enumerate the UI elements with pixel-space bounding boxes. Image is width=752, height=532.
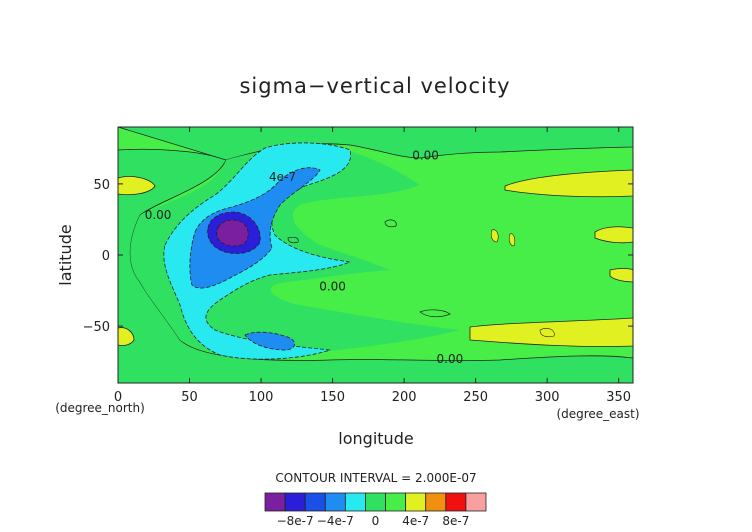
colorbar-swatch — [425, 492, 447, 512]
colorbar-swatch — [405, 492, 427, 512]
colorbar-swatch — [445, 492, 467, 512]
x-axis-label: longitude — [338, 429, 413, 448]
contour-label: 4e-7 — [269, 170, 296, 184]
region-gt-2e-7-west-s — [118, 327, 135, 346]
colorbar-labels: −8e-7 −4e-7 0 4e-7 8e-7 — [277, 514, 470, 528]
x-unit-label: (degree_east) — [556, 407, 639, 421]
contour-interval-text: CONTOUR INTERVAL = 2.000E-07 — [275, 471, 476, 485]
colorbar-tick-label: 0 — [372, 514, 380, 528]
x-axis-ticks: 0 50 100 150 200 250 300 350 — [114, 127, 631, 405]
x-tick-label: 100 — [249, 390, 274, 405]
contour-label: 0.00 — [145, 208, 172, 222]
contour-label: 0.00 — [437, 352, 464, 366]
y-tick-label: −50 — [83, 320, 110, 335]
contour-label: 0.00 — [319, 279, 346, 293]
chart-title: sigma−vertical velocity — [239, 74, 510, 98]
region-lt-neg8e-7 — [216, 219, 249, 247]
contour-labels: 0.00 4e-7 0.00 0.00 0.00 — [145, 148, 464, 365]
x-tick-label: 0 — [114, 390, 122, 405]
region-lt-neg4e-7-south — [244, 331, 295, 351]
contour-loop-c — [287, 236, 299, 244]
region-gt-2e-7-spot3 — [539, 328, 555, 338]
x-tick-label: 300 — [535, 390, 560, 405]
colorbar-swatch — [385, 492, 407, 512]
colorbar-swatch — [344, 492, 366, 512]
colorbar-swatch — [304, 492, 326, 512]
colorbar-swatch — [365, 492, 386, 512]
y-axis-ticks: −50 0 50 — [83, 178, 633, 335]
plot-field — [118, 127, 633, 383]
y-axis-label: latitude — [56, 224, 75, 285]
region-gt-2e-7-east2 — [609, 268, 633, 283]
y-tick-label: 0 — [102, 249, 110, 264]
colorbar-swatch — [264, 492, 286, 512]
region-gt-2e-7-east — [594, 226, 633, 244]
contour-label: 0.00 — [412, 148, 439, 162]
x-tick-label: 350 — [606, 390, 631, 405]
contour-loop-a — [384, 219, 397, 228]
region-gt-2e-7-ne — [504, 169, 633, 198]
colorbar-tick-label: −8e-7 — [277, 514, 314, 528]
contour-loop-b — [419, 309, 451, 318]
colorbar-swatch — [284, 492, 306, 512]
x-tick-label: 50 — [181, 390, 198, 405]
colorbar-swatch — [465, 492, 487, 512]
y-unit-label: (degree_north) — [55, 401, 145, 415]
y-tick-label: 50 — [93, 178, 110, 193]
region-gt-2e-7-spot2 — [490, 229, 499, 243]
colorbar-tick-label: 8e-7 — [442, 514, 469, 528]
colorbar-tick-label: 4e-7 — [402, 514, 429, 528]
x-tick-label: 200 — [392, 390, 417, 405]
colorbar-swatch — [324, 492, 346, 512]
colorbar — [264, 492, 487, 512]
colorbar-tick-label: −4e-7 — [317, 514, 354, 528]
x-tick-label: 250 — [463, 390, 488, 405]
x-tick-label: 150 — [320, 390, 345, 405]
region-gt-2e-7-west-n — [118, 176, 156, 196]
region-gt-2e-7-spot1 — [508, 233, 516, 247]
